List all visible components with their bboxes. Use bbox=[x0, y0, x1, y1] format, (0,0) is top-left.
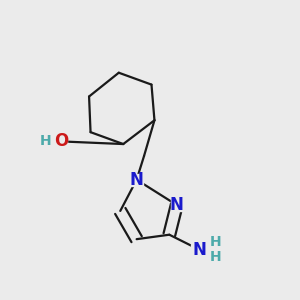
Bar bbox=[191, 244, 207, 256]
Text: N: N bbox=[170, 196, 184, 214]
Text: H: H bbox=[39, 134, 51, 148]
Bar bbox=[131, 174, 142, 186]
Text: O: O bbox=[54, 132, 68, 150]
Bar bbox=[171, 199, 183, 211]
Text: H: H bbox=[210, 235, 221, 249]
Text: H: H bbox=[210, 250, 221, 264]
Text: N: N bbox=[192, 241, 206, 259]
Bar bbox=[40, 135, 67, 147]
Text: N: N bbox=[130, 171, 144, 189]
